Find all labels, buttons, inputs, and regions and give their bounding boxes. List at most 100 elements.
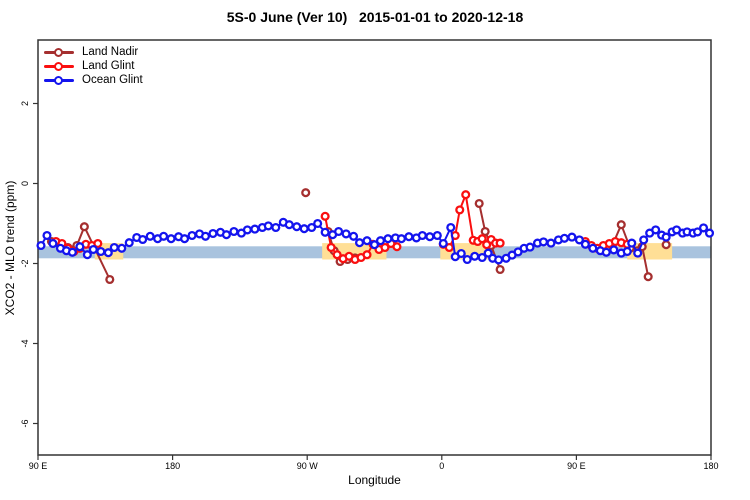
data-point-ocean-glint	[221, 230, 231, 240]
data-point-ocean-glint	[263, 221, 273, 231]
data-point-ocean-glint	[36, 240, 46, 251]
data-point-land-glint	[444, 242, 454, 253]
x-tick-label: 90 E	[567, 461, 586, 471]
data-point-ocean-glint	[292, 222, 302, 232]
x-tick-label: 90 W	[297, 461, 319, 471]
data-point-ocean-glint	[601, 247, 611, 257]
data-point-ocean-glint	[82, 250, 92, 260]
data-point-ocean-glint	[559, 233, 569, 243]
legend-item-ocean-glint: Ocean Glint	[44, 74, 143, 87]
legend-label: Land Glint	[82, 60, 135, 72]
data-point-land-nadir	[643, 272, 653, 282]
data-point-ocean-glint	[446, 222, 456, 233]
data-point-ocean-glint	[704, 228, 715, 238]
data-point-ocean-glint	[271, 222, 281, 233]
data-point-land-glint	[326, 242, 336, 253]
data-point-ocean-glint	[299, 224, 309, 234]
data-point-ocean-glint	[609, 245, 619, 255]
data-point-land-nadir	[301, 188, 311, 198]
data-point-ocean-glint	[354, 238, 365, 248]
data-point-land-glint	[455, 205, 465, 215]
data-point-ocean-glint	[633, 248, 643, 258]
data-point-ocean-glint	[250, 224, 260, 234]
ocean-glint-swatch-icon	[44, 74, 74, 87]
data-point-ocean-glint	[229, 226, 239, 237]
land-glint-swatch-icon	[44, 60, 74, 73]
chart-title: 5S-0 June (Ver 10) 2015-01-01 to 2020-12…	[226, 9, 524, 25]
data-point-ocean-glint	[138, 234, 148, 245]
data-point-land-nadir	[616, 220, 626, 230]
data-point-land-glint	[362, 250, 372, 260]
data-point-ocean-glint	[109, 242, 119, 253]
data-point-ocean-glint	[180, 234, 190, 244]
data-point-ocean-glint	[462, 254, 472, 265]
data-point-ocean-glint	[692, 227, 703, 237]
data-point-ocean-glint	[574, 235, 584, 245]
data-point-ocean-glint	[103, 248, 113, 258]
data-point-ocean-glint	[67, 247, 77, 257]
legend-label: Ocean Glint	[82, 74, 143, 86]
data-point-ocean-glint	[159, 231, 169, 241]
data-point-land-glint	[392, 242, 402, 252]
data-point-ocean-glint	[538, 237, 549, 247]
circle-marker-icon	[54, 75, 63, 85]
x-axis-title: Longitude	[348, 473, 401, 487]
data-point-ocean-glint	[438, 238, 448, 249]
data-point-ocean-glint	[369, 240, 380, 250]
data-point-ocean-glint	[307, 222, 317, 233]
data-point-ocean-glint	[145, 231, 155, 241]
data-point-ocean-glint	[580, 239, 590, 249]
land-nadir-swatch-icon	[44, 46, 74, 59]
data-point-ocean-glint	[698, 223, 709, 233]
data-point-ocean-glint	[208, 228, 218, 239]
data-point-ocean-glint	[404, 232, 414, 242]
data-point-ocean-glint	[567, 232, 577, 242]
data-point-land-glint	[477, 234, 487, 244]
data-point-ocean-glint	[525, 242, 535, 252]
data-point-ocean-glint	[124, 238, 134, 248]
data-point-land-nadir	[495, 264, 505, 275]
data-point-ocean-glint	[42, 230, 52, 241]
data-point-ocean-glint	[166, 234, 176, 244]
data-point-ocean-glint	[48, 238, 58, 249]
data-point-land-glint	[320, 211, 330, 221]
data-point-land-glint	[495, 238, 505, 248]
x-tick-label: 90 E	[29, 461, 48, 471]
data-point-ocean-glint	[417, 230, 427, 241]
x-tick-label: 180	[165, 461, 180, 471]
data-point-land-nadir	[474, 198, 484, 209]
data-point-land-nadir	[480, 226, 490, 237]
data-point-ocean-glint	[187, 230, 197, 241]
data-point-ocean-glint	[432, 230, 442, 241]
data-point-ocean-glint	[425, 232, 435, 242]
data-point-land-nadir	[661, 240, 671, 250]
data-point-ocean-glint	[627, 238, 637, 248]
x-tick-label: 0	[439, 461, 444, 471]
data-point-ocean-glint	[494, 255, 504, 265]
data-point-ocean-glint	[651, 225, 661, 235]
legend: Land Nadir Land Glint Ocean Glint	[44, 46, 143, 88]
y-tick-label: -2	[20, 259, 30, 267]
data-point-land-glint	[93, 238, 103, 249]
data-point-ocean-glint	[313, 218, 323, 229]
data-point-ocean-glint	[396, 234, 406, 244]
data-point-land-nadir	[79, 222, 89, 232]
y-tick-label: -6	[20, 419, 30, 427]
data-point-ocean-glint	[88, 244, 98, 255]
data-point-ocean-glint	[375, 236, 386, 246]
data-point-ocean-glint	[334, 226, 344, 237]
y-axis-title: XCO2 - MLO trend (ppm)	[3, 180, 17, 316]
y-tick-label: 0	[20, 181, 30, 186]
data-point-ocean-glint	[320, 227, 330, 237]
data-point-land-nadir	[105, 274, 115, 285]
data-point-ocean-glint	[96, 246, 106, 257]
data-point-ocean-glint	[383, 234, 393, 244]
data-point-ocean-glint	[470, 251, 480, 261]
circle-marker-icon	[54, 47, 63, 57]
data-point-ocean-glint	[456, 248, 466, 259]
data-point-ocean-glint	[349, 231, 359, 241]
data-point-ocean-glint	[588, 243, 598, 253]
data-point-ocean-glint	[341, 229, 351, 239]
